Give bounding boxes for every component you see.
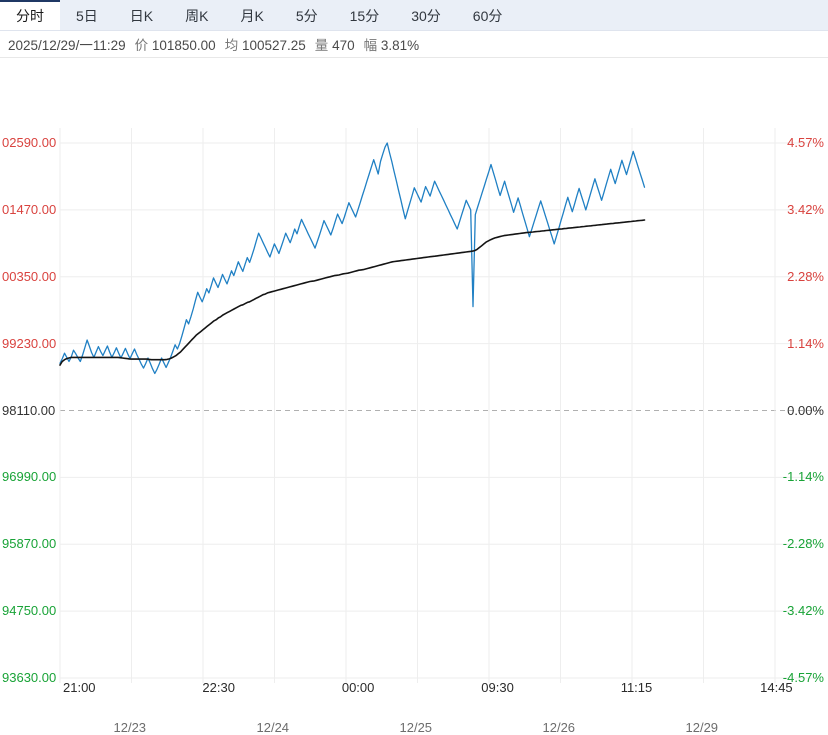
y-axis-left-tick-6: 95870.00 [2,536,57,552]
y-axis-right-tick-0: 4.57% [787,135,824,150]
intraday-chart[interactable]: 02590.00 01470.00 00350.00 99230.00 98110.00… [0,58,828,734]
tab-0[interactable]: 分时 [0,0,60,30]
info-avg-label: 均 [224,38,239,53]
tab-label: 日K [129,8,154,24]
navigator-date-4: 12/29 [685,720,719,735]
tab-label: 5分 [295,8,318,24]
y-axis-left-tick-1: 01470.00 [2,201,57,217]
info-avg-value: 100527.25 [241,38,306,53]
y-axis-left-tick-8: 93630.00 [2,670,57,685]
tab-8[interactable]: 60分 [457,0,519,30]
y-axis-right-tick-1: 3.42% [787,201,824,217]
info-volume-value: 470 [332,38,355,53]
tab-6[interactable]: 15分 [334,0,396,30]
timeframe-tabbar: 分时 5日 日K 周K 月K 5分 15分 30分 60分 [0,0,828,31]
tab-label: 15分 [349,8,380,24]
navigator-date-1: 12/24 [256,720,290,735]
y-axis-left-tick-3: 99230.00 [2,335,57,351]
y-axis-right-tick-8: -4.57% [782,670,824,685]
tab-label: 5日 [76,8,98,24]
y-axis-left-tick-4: 98110.00 [2,402,56,418]
y-axis-right-tick-6: -2.28% [782,536,824,552]
quote-info-bar: 2025/12/29/一11:29 价 101850.00 均 100527.2… [0,31,828,58]
tab-1[interactable]: 5日 [60,0,114,30]
info-amplitude-value: 3.81% [380,38,420,53]
y-axis-right-tick-3: 1.14% [787,335,824,351]
y-axis-right-tick-5: -1.14% [782,469,824,485]
navigator-date-3: 12/26 [542,720,576,735]
tab-label: 周K [185,8,209,24]
y-axis-left-tick-7: 94750.00 [2,603,57,619]
y-axis-right-tick-4: 0.00% [787,402,824,418]
tab-2[interactable]: 日K [114,0,169,30]
tab-3[interactable]: 周K [169,0,224,30]
info-volume-label: 量 [314,38,329,53]
navigator-date-2: 12/25 [399,720,433,735]
y-axis-left-tick-5: 96990.00 [2,469,57,485]
tab-4[interactable]: 月K [224,0,279,30]
info-datetime: 2025/12/29/一11:29 [8,38,126,53]
series-line-average [59,219,646,366]
y-axis-right-tick-2: 2.28% [787,268,824,284]
tab-label: 30分 [411,8,441,24]
tab-5[interactable]: 5分 [280,0,334,30]
tab-label: 月K [240,8,264,24]
info-price-value: 101850.00 [151,38,216,53]
info-amplitude-label: 幅 [363,38,378,53]
chart-canvas [59,128,820,683]
series-line-price [59,142,646,375]
y-axis-left-tick-0: 02590.00 [2,135,57,150]
tab-7[interactable]: 30分 [395,0,457,30]
tab-label: 分时 [16,8,44,24]
info-price-label: 价 [134,38,149,53]
navigator-date-0: 12/23 [113,720,147,735]
y-axis-right-tick-7: -3.42% [782,603,824,619]
tab-label: 60分 [472,8,503,24]
y-axis-left-tick-2: 00350.00 [2,268,57,284]
